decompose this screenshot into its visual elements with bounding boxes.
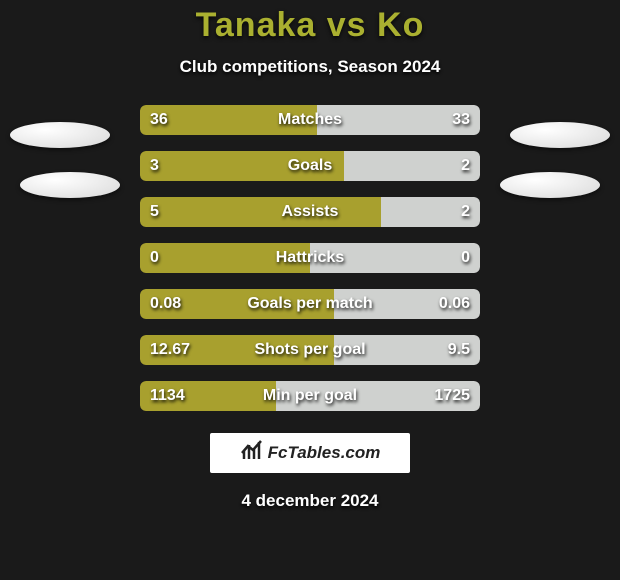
- stat-value-right: 0: [461, 249, 470, 267]
- stat-value-left: 1134: [150, 387, 185, 405]
- stat-value-right: 33: [452, 111, 470, 129]
- stat-row: Goals32: [0, 151, 620, 181]
- stat-row: Shots per goal12.679.5: [0, 335, 620, 365]
- chart-icon: [240, 439, 264, 468]
- stat-value-right: 2: [461, 157, 470, 175]
- stat-value-left: 3: [150, 157, 159, 175]
- stat-row: Matches3633: [0, 105, 620, 135]
- stat-value-left: 0: [150, 249, 159, 267]
- stat-bar: Hattricks00: [140, 243, 480, 273]
- stat-bar: Min per goal11341725: [140, 381, 480, 411]
- stat-value-right: 1725: [434, 387, 470, 405]
- stat-bar: Goals per match0.080.06: [140, 289, 480, 319]
- stat-value-left: 0.08: [150, 295, 181, 313]
- stat-bar-left: [140, 151, 344, 181]
- attribution-badge: FcTables.com: [210, 433, 410, 473]
- stat-value-left: 36: [150, 111, 168, 129]
- stat-bar-left: [140, 197, 381, 227]
- stat-bar-right: [310, 243, 480, 273]
- stat-value-right: 2: [461, 203, 470, 221]
- stat-row: Min per goal11341725: [0, 381, 620, 411]
- stat-value-left: 5: [150, 203, 159, 221]
- stat-value-left: 12.67: [150, 341, 190, 359]
- stat-bar: Goals32: [140, 151, 480, 181]
- attribution-text: FcTables.com: [268, 443, 381, 463]
- stat-value-right: 9.5: [448, 341, 470, 359]
- stat-bar-left: [140, 243, 310, 273]
- stat-bar-right: [344, 151, 480, 181]
- stat-row: Goals per match0.080.06: [0, 289, 620, 319]
- stat-bar: Matches3633: [140, 105, 480, 135]
- comparison-card: Tanaka vs Ko Club competitions, Season 2…: [0, 0, 620, 580]
- stat-bar: Assists52: [140, 197, 480, 227]
- stat-row: Assists52: [0, 197, 620, 227]
- subtitle: Club competitions, Season 2024: [180, 57, 441, 77]
- stats-list: Matches3633Goals32Assists52Hattricks00Go…: [0, 105, 620, 411]
- stat-row: Hattricks00: [0, 243, 620, 273]
- date-label: 4 december 2024: [241, 491, 378, 511]
- page-title: Tanaka vs Ko: [196, 6, 425, 45]
- stat-value-right: 0.06: [439, 295, 470, 313]
- stat-bar: Shots per goal12.679.5: [140, 335, 480, 365]
